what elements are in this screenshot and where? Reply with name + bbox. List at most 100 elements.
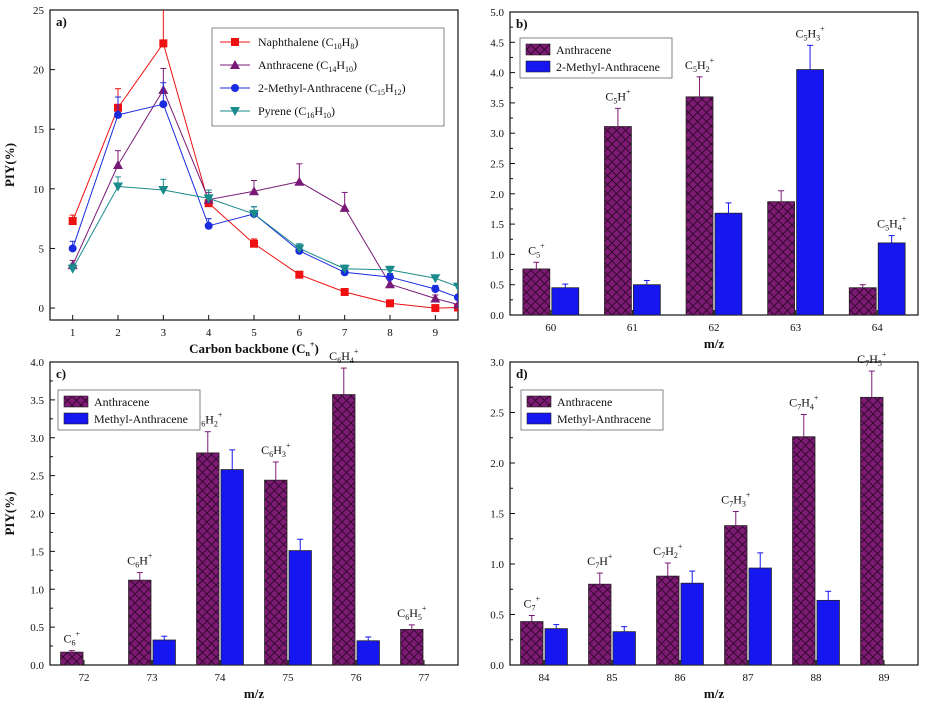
bar-anthracene	[332, 394, 356, 666]
bar-anthracene	[848, 287, 877, 316]
ion-label: C5H2+	[685, 56, 715, 74]
x-axis-title: m/z	[704, 336, 724, 351]
series-2-point	[431, 285, 440, 293]
bar-methyl-anthracene	[544, 628, 568, 666]
legend-box	[211, 27, 445, 127]
series-0-point	[386, 299, 394, 308]
series-0-point	[68, 217, 77, 226]
bar-anthracene	[724, 525, 748, 666]
ion-label: C7H+	[587, 552, 613, 570]
legend-label: Pyrene (C16H10)	[258, 104, 335, 120]
series-1-point	[385, 279, 395, 289]
panel-label: d)	[516, 366, 528, 381]
bar-anthracene	[604, 126, 632, 316]
bar-anthracene	[792, 436, 816, 666]
series-3-point	[294, 244, 305, 254]
x-tick-label: 85	[607, 672, 619, 684]
x-tick-label: 4	[206, 327, 212, 339]
y-tick-label: 4.0	[490, 68, 504, 80]
legend-swatch	[526, 395, 552, 408]
legend-label: Methyl-Anthracene	[557, 412, 651, 426]
x-tick-label: 75	[283, 672, 295, 684]
series-3-point	[249, 209, 259, 219]
x-tick-label: 76	[351, 672, 363, 684]
y-tick-label: 0.5	[490, 280, 504, 292]
x-tick-label: 88	[811, 672, 823, 684]
ion-label: C6+	[64, 630, 81, 648]
y-tick-label: 2.5	[30, 471, 44, 483]
series-3-point	[158, 186, 169, 196]
ion-label: C7+	[524, 595, 541, 613]
x-tick-label: 86	[675, 672, 687, 684]
y-tick-label: 3.5	[490, 98, 504, 110]
x-tick-label: 5	[251, 327, 257, 339]
legend-swatch	[525, 60, 551, 73]
legend-label: 2-Methyl-Anthracene	[556, 60, 660, 74]
ion-label: C7H4+	[789, 394, 819, 412]
series-1-point	[430, 293, 441, 303]
series-0-point	[250, 239, 258, 248]
x-tick-label: 74	[215, 672, 227, 684]
series-1-point	[249, 186, 259, 196]
legend-label: Anthracene	[556, 43, 611, 57]
bar-anthracene	[767, 201, 795, 316]
legend-marker	[231, 84, 239, 92]
bar--methyl-anthracene	[714, 212, 743, 316]
series-2-point	[68, 244, 77, 253]
bar-anthracene	[60, 651, 84, 666]
legend-swatch	[525, 43, 551, 56]
y-tick-label: 5.0	[490, 7, 504, 19]
ion-label: C5+	[528, 241, 545, 259]
series-1-point	[339, 202, 350, 212]
panel-label: b)	[516, 16, 528, 31]
y-tick-label: 0.5	[30, 622, 44, 634]
bar--methyl-anthracene	[633, 284, 661, 316]
legend-swatch	[63, 395, 89, 408]
series-1-point	[294, 176, 305, 186]
ion-label: C5H+	[605, 87, 631, 105]
x-tick-label: 63	[790, 322, 802, 334]
ion-label: C6H+	[127, 552, 153, 570]
x-tick-label: 87	[743, 672, 755, 684]
y-tick-label: 2.5	[490, 159, 504, 171]
bar-methyl-anthracene	[748, 567, 772, 666]
series-0-line	[72, 42, 458, 309]
bar-anthracene	[520, 621, 544, 666]
y-tick-label: 1.0	[490, 249, 504, 261]
y-tick-label: 1.0	[30, 584, 44, 596]
ion-label: C7H5+	[857, 350, 887, 368]
series-2-point	[204, 221, 213, 230]
panel-d: 0.0 0.5 1.0 1.5 2.0 2.5 3.0 84 85 86 87 88 89 C7+ C7H+…	[490, 350, 919, 701]
legend-marker	[230, 107, 240, 116]
y-tick-label: 1.5	[490, 509, 504, 521]
bar-anthracene	[264, 479, 288, 666]
x-tick-label: 77	[419, 672, 431, 684]
series-0-point	[431, 304, 440, 313]
x-tick-label: 60	[545, 322, 557, 334]
x-tick-label: 3	[161, 327, 167, 339]
y-tick-label: 4.5	[490, 37, 504, 49]
y-tick-label: 2.5	[490, 408, 504, 420]
series-2-point	[114, 110, 122, 119]
series-2-point	[159, 100, 168, 109]
series-1-point	[453, 299, 458, 309]
series-3-line	[72, 185, 458, 288]
y-tick-label: 3.5	[30, 395, 44, 407]
legend-marker	[230, 60, 240, 69]
x-tick-label: 8	[387, 327, 393, 339]
ion-label: C7H3+	[721, 490, 751, 508]
y-tick-label: 3.0	[30, 433, 44, 445]
y-tick-label: 0.0	[30, 660, 44, 672]
series-2-line	[72, 103, 458, 298]
series-0-point	[295, 270, 304, 279]
x-tick-label: 64	[872, 322, 884, 334]
bar-methyl-anthracene	[680, 582, 704, 666]
x-tick-label: 89	[879, 672, 891, 684]
bar-anthracene	[196, 452, 220, 666]
x-tick-label: 61	[627, 322, 638, 334]
y-axis-title: PIY(%)	[2, 143, 17, 187]
bar-anthracene	[860, 396, 884, 666]
legend-marker	[231, 38, 239, 46]
panel-a: 0 5 10 15 20 25 1 2 3 4 5 6 7 8 9 Naphthalene (C10H8) An…	[2, 5, 459, 358]
y-tick-label: 3.0	[490, 357, 504, 369]
